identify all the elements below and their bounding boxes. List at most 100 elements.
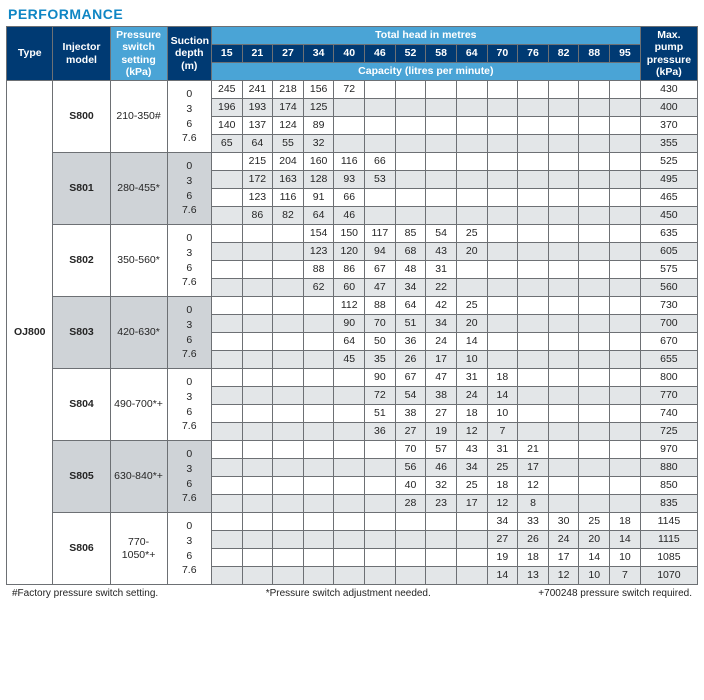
depth-cell: 0367.6 <box>167 225 211 297</box>
capacity-cell <box>518 279 549 297</box>
capacity-cell <box>456 189 487 207</box>
capacity-cell <box>273 477 304 495</box>
capacity-cell <box>548 495 579 513</box>
capacity-cell: 128 <box>303 171 334 189</box>
depth-value: 3 <box>171 462 208 477</box>
th-head-col: 40 <box>334 45 365 63</box>
th-capacity: Capacity (litres per minute) <box>211 63 640 81</box>
capacity-cell <box>456 135 487 153</box>
capacity-cell <box>242 513 273 531</box>
capacity-cell: 25 <box>487 459 518 477</box>
capacity-cell <box>426 153 457 171</box>
capacity-cell: 70 <box>365 315 396 333</box>
capacity-cell <box>365 207 396 225</box>
depth-value: 7.6 <box>171 491 208 506</box>
capacity-cell: 26 <box>518 531 549 549</box>
capacity-cell: 43 <box>426 243 457 261</box>
capacity-cell <box>548 135 579 153</box>
capacity-cell <box>579 495 610 513</box>
capacity-cell <box>242 549 273 567</box>
capacity-cell <box>211 459 242 477</box>
capacity-cell: 17 <box>548 549 579 567</box>
capacity-cell <box>548 297 579 315</box>
capacity-cell: 18 <box>487 369 518 387</box>
capacity-cell: 20 <box>579 531 610 549</box>
capacity-cell: 18 <box>610 513 641 531</box>
max-pressure-cell: 575 <box>640 261 697 279</box>
capacity-cell <box>273 225 304 243</box>
capacity-cell <box>487 189 518 207</box>
capacity-cell: 160 <box>303 153 334 171</box>
capacity-cell <box>242 279 273 297</box>
capacity-cell: 19 <box>487 549 518 567</box>
capacity-cell <box>303 423 334 441</box>
capacity-cell: 64 <box>242 135 273 153</box>
capacity-cell <box>334 441 365 459</box>
depth-value: 6 <box>171 261 208 276</box>
capacity-cell <box>273 405 304 423</box>
capacity-cell <box>610 171 641 189</box>
capacity-cell: 10 <box>610 549 641 567</box>
capacity-cell <box>242 405 273 423</box>
capacity-cell: 91 <box>303 189 334 207</box>
capacity-cell <box>211 423 242 441</box>
capacity-cell <box>610 405 641 423</box>
capacity-cell <box>518 153 549 171</box>
capacity-cell <box>303 549 334 567</box>
capacity-cell: 24 <box>456 387 487 405</box>
capacity-cell: 31 <box>456 369 487 387</box>
capacity-cell <box>548 153 579 171</box>
capacity-cell <box>548 369 579 387</box>
capacity-cell: 10 <box>487 405 518 423</box>
capacity-cell <box>579 387 610 405</box>
capacity-cell <box>548 405 579 423</box>
capacity-cell <box>303 441 334 459</box>
capacity-cell <box>242 297 273 315</box>
capacity-cell: 64 <box>395 297 426 315</box>
capacity-cell <box>395 531 426 549</box>
capacity-cell: 245 <box>211 81 242 99</box>
capacity-cell: 40 <box>395 477 426 495</box>
capacity-cell: 48 <box>395 261 426 279</box>
depth-value: 3 <box>171 102 208 117</box>
th-head-col: 15 <box>211 45 242 63</box>
capacity-cell <box>395 549 426 567</box>
depth-value: 7.6 <box>171 563 208 578</box>
max-pressure-cell: 970 <box>640 441 697 459</box>
capacity-cell: 38 <box>426 387 457 405</box>
capacity-cell: 12 <box>487 495 518 513</box>
max-pressure-cell: 400 <box>640 99 697 117</box>
capacity-cell <box>242 495 273 513</box>
capacity-cell: 12 <box>456 423 487 441</box>
depth-value: 0 <box>171 303 208 318</box>
capacity-cell <box>548 81 579 99</box>
capacity-cell: 116 <box>334 153 365 171</box>
capacity-cell: 17 <box>426 351 457 369</box>
capacity-cell: 125 <box>303 99 334 117</box>
capacity-cell <box>211 441 242 459</box>
capacity-cell <box>334 423 365 441</box>
capacity-cell: 7 <box>487 423 518 441</box>
capacity-cell: 12 <box>548 567 579 585</box>
capacity-cell <box>273 261 304 279</box>
capacity-cell: 112 <box>334 297 365 315</box>
max-pressure-cell: 730 <box>640 297 697 315</box>
capacity-cell <box>211 531 242 549</box>
capacity-cell <box>273 423 304 441</box>
capacity-cell <box>487 279 518 297</box>
capacity-cell <box>211 243 242 261</box>
footnotes: #Factory pressure switch setting. *Press… <box>6 585 698 599</box>
capacity-cell <box>211 207 242 225</box>
capacity-cell <box>548 99 579 117</box>
pressure-setting-cell: 280-455* <box>110 153 167 225</box>
injector-cell: S804 <box>53 369 110 441</box>
th-pressure-switch: Pressure switch setting (kPa) <box>110 27 167 81</box>
capacity-cell <box>242 351 273 369</box>
capacity-cell: 18 <box>487 477 518 495</box>
capacity-cell <box>334 99 365 117</box>
capacity-cell <box>426 189 457 207</box>
max-pressure-cell: 800 <box>640 369 697 387</box>
capacity-cell <box>548 279 579 297</box>
capacity-cell <box>456 567 487 585</box>
capacity-cell: 90 <box>334 315 365 333</box>
